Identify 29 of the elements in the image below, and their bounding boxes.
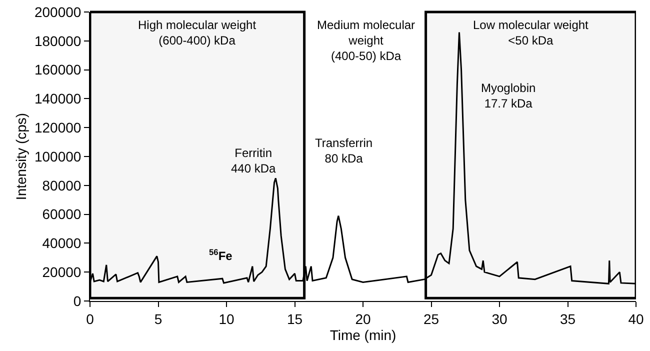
- band-label: Low molecular weight <50 kDa: [473, 18, 590, 48]
- y-tick-label: 160000: [34, 62, 82, 78]
- y-tick-label: 60000: [42, 206, 82, 222]
- annotation: Ferritin 440 kDa: [231, 146, 276, 176]
- annotation: Medium molecular weight (400-50) kDa: [317, 18, 416, 64]
- band-label: High molecular weight (600-400) kDa: [138, 18, 257, 48]
- x-axis-title: Time (min): [330, 327, 396, 344]
- y-axis-title: Intensity (cps): [13, 112, 30, 200]
- y-tick-label: 100000: [34, 148, 82, 164]
- x-tick-label: 30: [492, 310, 508, 327]
- x-tick-label: 20: [355, 310, 371, 327]
- x-tick-label: 15: [286, 310, 303, 327]
- y-tick-label: 180000: [34, 32, 82, 49]
- x-tick-label: 0: [86, 310, 94, 327]
- x-tick-label: 25: [423, 310, 440, 327]
- x-tick-label: 40: [628, 310, 644, 327]
- annotation: Myoglobin 17.7 kDa: [481, 81, 536, 111]
- annotation: $^{56}$Fe: [209, 247, 233, 264]
- y-tick-label: 120000: [34, 120, 82, 136]
- y-tick-label: 200000: [34, 4, 82, 20]
- annotation: Transferrin 80 kDa: [315, 136, 373, 166]
- y-tick-label: 80000: [42, 177, 82, 194]
- x-tick-label: 10: [218, 310, 234, 327]
- y-tick-label: 140000: [34, 90, 82, 107]
- y-tick-label: 40000: [42, 235, 82, 252]
- y-tick-label: 0: [73, 292, 82, 309]
- x-tick-label: 5: [154, 310, 162, 327]
- y-tick-label: 20000: [42, 264, 82, 280]
- x-tick-label: 35: [560, 310, 576, 327]
